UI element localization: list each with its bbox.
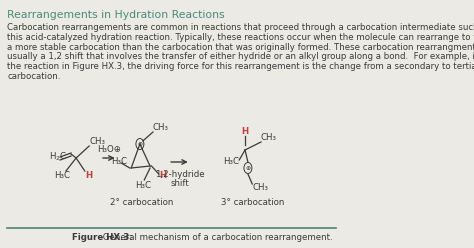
Text: CH₃: CH₃ [90,136,106,146]
Text: CH₃: CH₃ [261,133,277,143]
Text: H₃C: H₃C [223,157,239,166]
Text: ⊕: ⊕ [137,142,143,147]
Text: CH₃: CH₃ [252,184,268,192]
Text: carbocation.: carbocation. [7,72,61,81]
Text: this acid-catalyzed hydration reaction. Typically, these reactions occur when th: this acid-catalyzed hydration reaction. … [7,33,474,42]
Text: H: H [159,172,166,181]
Text: H: H [85,172,92,181]
Text: usually a 1,2 shift that involves the transfer of either hydride or an alkyl gro: usually a 1,2 shift that involves the tr… [7,52,474,62]
Text: H$_2$C: H$_2$C [49,151,67,163]
Text: Figure HX.3:: Figure HX.3: [73,233,133,242]
Text: H: H [241,127,248,136]
Text: 3° carbocation: 3° carbocation [220,198,284,207]
Text: H₃C: H₃C [55,172,70,181]
Text: Rearrangements in Hydration Reactions: Rearrangements in Hydration Reactions [7,10,225,20]
Text: 2° carbocation: 2° carbocation [110,198,174,207]
Text: H₃O⊕: H₃O⊕ [97,146,121,155]
Text: CH₃: CH₃ [153,124,169,132]
Text: Carbocation rearrangements are common in reactions that proceed through a carboc: Carbocation rearrangements are common in… [7,23,474,32]
Text: shift: shift [170,179,189,188]
Text: H₃C: H₃C [111,156,127,165]
Text: ⊕: ⊕ [245,165,251,171]
Text: 1,2-hydride: 1,2-hydride [155,170,204,179]
Text: H₃C: H₃C [136,182,152,190]
Text: a more stable carbocation than the carbocation that was originally formed. These: a more stable carbocation than the carbo… [7,43,474,52]
Text: General mechanism of a carbocation rearrangement.: General mechanism of a carbocation rearr… [100,233,333,242]
Text: the reaction in Figure HX.3, the driving force for this rearrangement is the cha: the reaction in Figure HX.3, the driving… [7,62,474,71]
